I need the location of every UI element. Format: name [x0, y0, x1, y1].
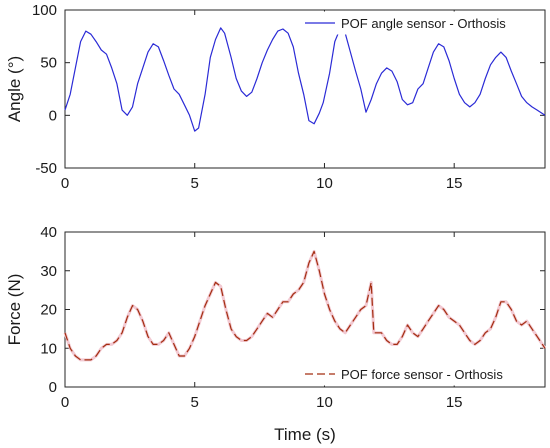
- y-tick-label: 50: [40, 55, 57, 72]
- y-tick-label: 0: [49, 107, 57, 124]
- legend-label: POF force sensor - Orthosis: [341, 367, 503, 382]
- x-tick-label: 15: [446, 175, 463, 192]
- x-tick-label: 5: [191, 394, 199, 411]
- x-tick-label: 5: [191, 175, 199, 192]
- y-axis-label: Force (N): [5, 274, 24, 346]
- y-tick-label: -50: [35, 160, 57, 177]
- series-line-1: [64, 250, 546, 361]
- legend: POF angle sensor - Orthosis: [296, 11, 544, 35]
- y-tick-label: 0: [49, 379, 57, 396]
- x-tick-label: 15: [446, 394, 463, 411]
- series-line-1: [64, 27, 546, 132]
- x-tick-label: 0: [61, 394, 69, 411]
- chart-panel-2: 0 5 10 15 0 10 20 30 40 Force (N) Time (s) POF forc…: [5, 224, 547, 444]
- y-tick-label: 40: [40, 224, 57, 241]
- x-axis-label: Time (s): [274, 425, 336, 444]
- y-axis-label: Angle (°): [5, 56, 24, 122]
- legend-box: [296, 11, 544, 35]
- legend-label: POF angle sensor - Orthosis: [341, 16, 506, 31]
- x-tick-label: 10: [316, 394, 333, 411]
- y-tick-label: 20: [40, 302, 57, 319]
- legend-box: [296, 362, 544, 386]
- y-tick-label: 10: [40, 340, 57, 357]
- x-tick-label: 0: [61, 175, 69, 192]
- y-tick-label: 30: [40, 263, 57, 280]
- series-halo: [63, 249, 547, 362]
- legend: POF force sensor - Orthosis: [296, 362, 544, 386]
- x-tick-label: 10: [316, 175, 333, 192]
- plot-frame: [64, 9, 546, 169]
- y-tick-label: 100: [32, 2, 57, 19]
